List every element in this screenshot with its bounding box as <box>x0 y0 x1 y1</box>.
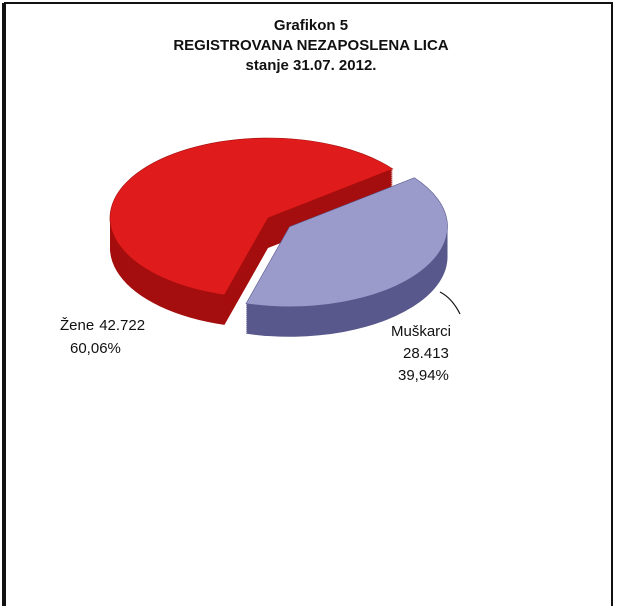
chart-title: Grafikon 5 <box>274 17 348 34</box>
value-label: 28.413 <box>403 345 449 362</box>
slice <box>109 137 394 296</box>
slice <box>245 177 448 308</box>
data-label: Žene 42.722 <box>60 317 145 334</box>
chart-title: stanje 31.07. 2012. <box>246 57 377 74</box>
percent-label: 39,94% <box>398 367 449 384</box>
leader-line <box>439 291 461 315</box>
category-label: Žene <box>60 317 94 334</box>
category-label: Muškarci <box>391 323 451 340</box>
value-label: 42.722 <box>99 317 145 334</box>
percent-label: 60,06% <box>70 340 121 357</box>
pie <box>109 137 448 337</box>
chart-title: REGISTROVANA NEZAPOSLENA LICA <box>173 37 448 54</box>
